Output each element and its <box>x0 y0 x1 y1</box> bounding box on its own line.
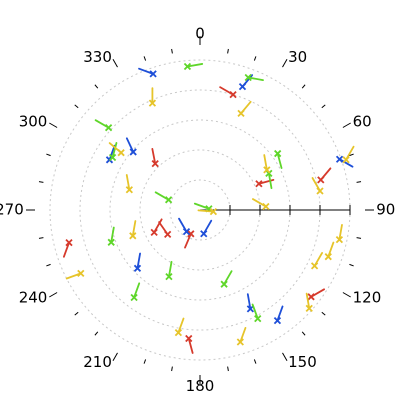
angle-tick-10 <box>227 48 229 54</box>
angle-tick-220 <box>94 331 99 336</box>
angle-tick-140 <box>301 331 306 336</box>
marker-series-4-point-3 <box>108 142 125 157</box>
marker-series-4-point-10 <box>310 252 323 270</box>
marker-series-4-point-9 <box>305 292 313 312</box>
angle-tick-170 <box>227 366 229 372</box>
marker-series-3-point-4 <box>108 142 118 162</box>
marker-series-2-point-3 <box>125 137 137 156</box>
marker-series-3-point-2 <box>244 73 264 82</box>
marker-series-4-point-14 <box>311 177 324 195</box>
marker-series-4-point-17 <box>197 208 218 216</box>
marker-series-2-point-8 <box>200 219 213 238</box>
marker-series-3-point-13 <box>154 191 173 204</box>
angle-tick-200 <box>143 359 147 364</box>
marker-series-3-point-10 <box>274 149 283 169</box>
marker-series-4-point-16 <box>342 145 355 164</box>
marker-series-2-point-4 <box>133 252 142 272</box>
angle-tick-280 <box>38 181 44 183</box>
marker-series-4-point-13 <box>252 198 270 211</box>
marker-series-4-point-1 <box>148 87 157 107</box>
marker-series-2-point-1 <box>138 67 157 78</box>
angle-tick-labels: 0 30 60 90 120 150 180 210 240 270 300 330 <box>0 24 395 395</box>
angle-tick-70 <box>349 153 354 157</box>
angle-tick-130 <box>321 311 326 316</box>
angle-label-330: 330 <box>83 48 112 66</box>
angle-tick-50 <box>321 104 326 109</box>
angle-tick-30 <box>282 59 288 68</box>
angle-tick-210 <box>112 352 118 361</box>
angle-tick-80 <box>356 181 362 183</box>
marker-series-4-point-4 <box>125 174 133 194</box>
marker-series-4-point-8 <box>236 326 247 346</box>
angle-tick-40 <box>301 84 306 89</box>
marker-series-2-point-5 <box>273 305 284 325</box>
marker-series-3-point-9 <box>251 303 262 323</box>
angle-tick-100 <box>356 237 362 239</box>
marker-series-2-point-7 <box>178 217 191 236</box>
marker-series-1-point-7 <box>317 167 332 184</box>
angle-label-150: 150 <box>288 353 317 371</box>
angle-tick-190 <box>171 366 173 372</box>
angle-tick-290 <box>46 153 51 157</box>
marker-series-4-point-6 <box>65 269 85 280</box>
angle-label-180: 180 <box>186 377 215 395</box>
angle-tick-20 <box>253 56 257 61</box>
angle-tick-300 <box>49 122 58 128</box>
marker-series-4-point-11 <box>324 241 335 261</box>
angle-tick-60 <box>342 122 351 128</box>
marker-series-1-point-3 <box>158 221 172 239</box>
marker-series-4-point-5 <box>129 220 137 240</box>
marker-series-4-point-2 <box>237 100 252 117</box>
angle-label-210: 210 <box>83 353 112 371</box>
angle-tick-230 <box>74 311 79 316</box>
marker-series-3-point-3 <box>94 119 113 132</box>
marker-series-3-point-6 <box>130 282 141 302</box>
angle-label-30: 30 <box>288 48 307 66</box>
angle-tick-110 <box>349 263 354 267</box>
marker-series-1-point-5 <box>185 334 194 354</box>
marker-series-3-point-5 <box>107 226 115 246</box>
angle-tick-320 <box>94 84 99 89</box>
angle-label-240: 240 <box>19 289 48 307</box>
angle-tick-350 <box>171 48 173 54</box>
angle-tick-250 <box>46 263 51 267</box>
angle-tick-160 <box>253 359 257 364</box>
data-markers <box>62 62 355 354</box>
marker-series-2-point-6 <box>246 293 255 313</box>
angle-tick-340 <box>143 56 147 61</box>
marker-series-4-point-12 <box>335 223 344 244</box>
radial-axis <box>200 205 351 215</box>
marker-series-1-point-1 <box>151 147 159 168</box>
marker-series-4-point-7 <box>174 317 185 337</box>
angle-tick-120 <box>342 292 351 298</box>
angle-label-300: 300 <box>19 112 48 130</box>
angle-tick-260 <box>38 237 44 239</box>
marker-series-4-point-15 <box>263 154 271 174</box>
marker-series-1-point-2 <box>150 218 163 236</box>
marker-series-3-point-8 <box>220 270 233 288</box>
angle-label-60: 60 <box>353 112 372 130</box>
angle-label-270: 270 <box>0 201 24 219</box>
angle-tick-150 <box>282 352 288 361</box>
marker-series-1-point-6 <box>307 288 325 301</box>
angle-label-0: 0 <box>195 24 205 42</box>
marker-series-1-point-10 <box>62 239 73 258</box>
marker-series-3-point-7 <box>165 260 173 281</box>
angle-label-120: 120 <box>353 289 382 307</box>
angle-tick-330 <box>112 59 118 68</box>
marker-series-1-point-8 <box>219 86 237 99</box>
marker-series-3-point-11 <box>265 169 273 190</box>
marker-series-1-point-4 <box>184 230 195 249</box>
marker-series-2-point-10 <box>335 155 354 168</box>
angle-tick-310 <box>74 104 79 109</box>
angle-tick-240 <box>49 292 58 298</box>
angle-label-90: 90 <box>376 201 395 219</box>
marker-series-3-point-1 <box>183 62 204 71</box>
